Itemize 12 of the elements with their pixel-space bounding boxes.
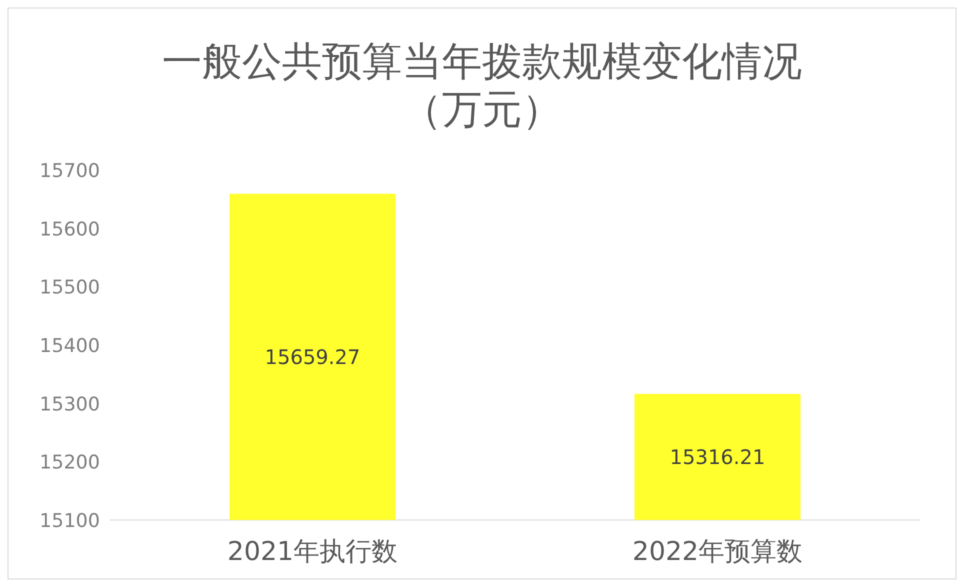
data-label: 15659.27 [264,344,360,369]
y-tick-label: 15700 [40,160,100,182]
chart-title: 一般公共预算当年拨款规模变化情况（万元） [162,39,802,133]
data-label: 15316.21 [670,444,766,469]
y-tick-label: 15200 [40,452,100,474]
x-tick-label: 2021年执行数 [227,537,398,567]
y-tick-label: 15100 [40,510,100,532]
y-tick-label: 15500 [40,276,100,299]
y-tick-label: 15400 [40,335,100,357]
x-tick-label: 2022年预算数 [632,537,803,567]
y-tick-label: 15300 [40,393,100,416]
y-tick-label: 15600 [40,218,100,240]
